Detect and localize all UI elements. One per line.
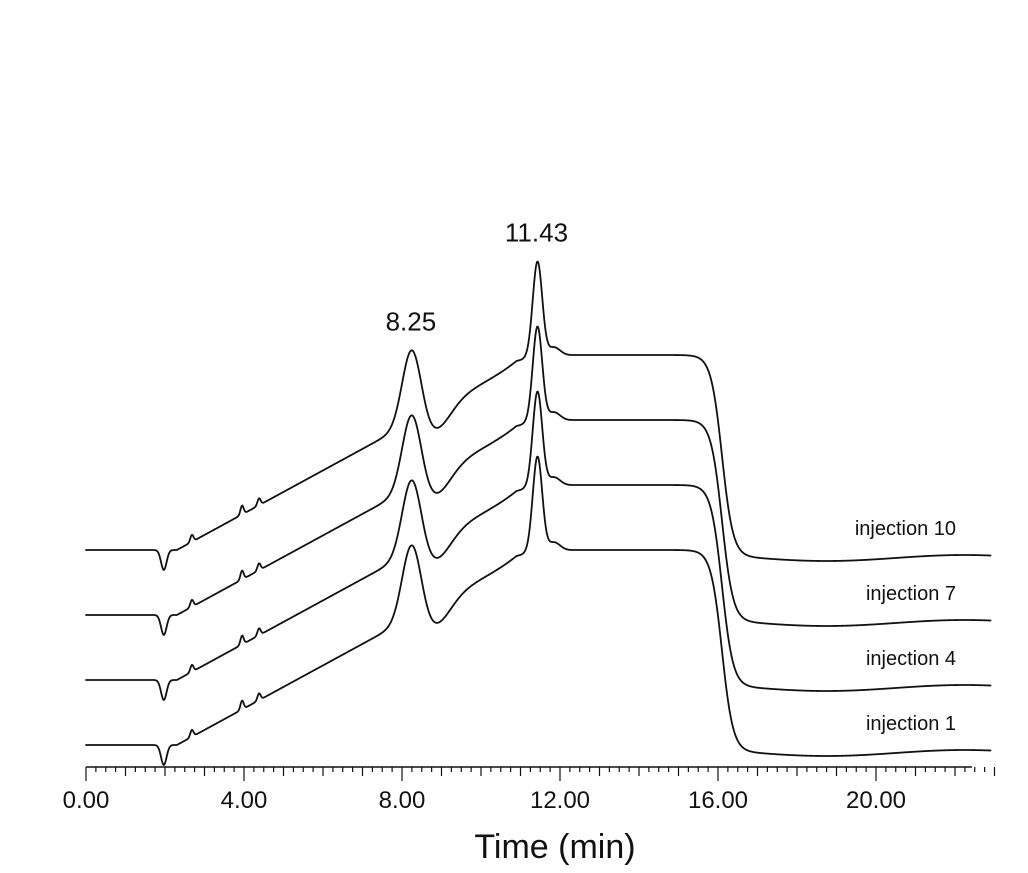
series-label: injection 10 — [855, 518, 956, 540]
series-label: injection 7 — [866, 583, 956, 605]
series-labels: injection 10 injection 7 injection 4 inject… — [855, 518, 956, 735]
series-label: injection 1 — [866, 713, 956, 735]
x-tick-labels: 0.00 4.00 8.00 12.00 16.00 20.00 — [63, 787, 906, 814]
peak-label: 11.43 — [505, 217, 568, 247]
trace-group — [85, 260, 992, 766]
x-tick-label: 20.00 — [846, 787, 906, 814]
series-trace — [85, 260, 992, 571]
series-trace — [85, 390, 992, 701]
series-label: injection 4 — [866, 648, 956, 670]
series-trace — [85, 455, 992, 766]
x-tick-label: 12.00 — [530, 787, 590, 814]
x-tick-label: 4.00 — [221, 787, 268, 814]
x-axis-title: Time (min) — [474, 828, 635, 866]
x-tick-label: 8.00 — [379, 787, 426, 814]
x-axis-ticks — [85, 767, 996, 781]
series-trace — [85, 325, 992, 636]
peak-label: 8.25 — [386, 306, 437, 336]
x-tick-label: 16.00 — [688, 787, 748, 814]
peak-annotations: 8.25 11.43 — [386, 217, 568, 336]
x-tick-label: 0.00 — [63, 787, 110, 814]
